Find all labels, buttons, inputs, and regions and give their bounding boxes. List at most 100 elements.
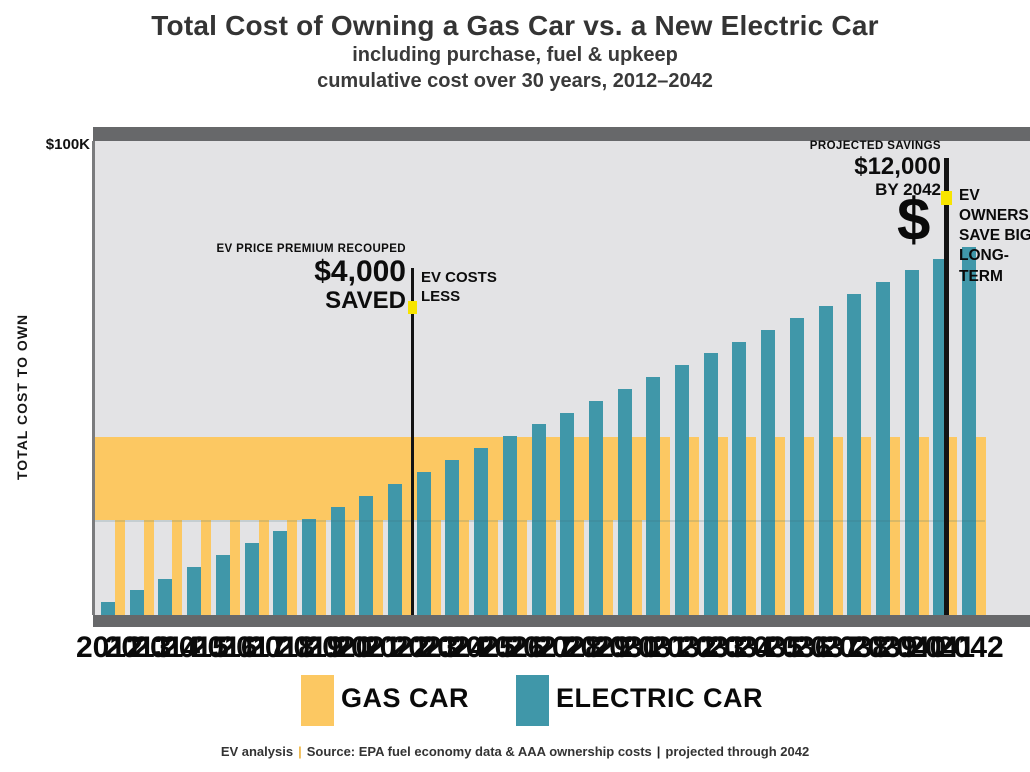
gas-bar — [258, 437, 269, 615]
ev-bar — [933, 258, 948, 615]
x-axis-year-label: 2020 — [305, 631, 373, 664]
gas-bar — [115, 437, 125, 615]
gas-bar — [602, 437, 613, 615]
y-axis-line — [92, 141, 95, 615]
x-axis-year-label: 2023 — [391, 631, 459, 664]
source-seg1: EV analysis — [220, 744, 294, 759]
x-axis-year-label: 2028 — [535, 631, 602, 664]
x-axis-year-label: 2016 — [190, 631, 258, 664]
gas-bar — [143, 437, 154, 615]
x-axis-year-label: 2040 — [879, 631, 947, 664]
ev-bar — [388, 483, 402, 615]
source-line: EV analysis | Source: EPA fuel economy dat… — [0, 744, 1030, 759]
gas-bar — [660, 437, 671, 615]
ev-bar — [187, 566, 202, 615]
x-axis-year-label: 2019 — [276, 631, 344, 664]
projected-marker — [941, 190, 952, 205]
ev-bar — [215, 554, 230, 615]
x-axis-band — [93, 615, 1030, 627]
gas-bar — [574, 437, 585, 615]
gas-bar — [402, 437, 412, 615]
breakeven-subtext: SAVED — [325, 286, 406, 314]
ev-bar — [129, 590, 144, 615]
gas-bar — [459, 437, 470, 615]
gas-bar — [631, 437, 642, 615]
projected-value: $12,000 — [854, 153, 941, 180]
x-axis-year-label: 2013 — [104, 631, 172, 664]
ev-bar — [502, 436, 517, 615]
x-axis-year-label: 2034 — [707, 631, 775, 664]
ev-bar — [244, 542, 259, 615]
x-axis-year-label: 2033 — [678, 631, 746, 664]
gas-bar — [717, 437, 728, 615]
x-axis-year-label: 2042 — [936, 631, 1004, 664]
gas-bar — [516, 437, 527, 615]
breakeven-heading: EV PRICE PREMIUM RECOUPED — [216, 243, 406, 255]
x-axis-year-label: 2029 — [563, 631, 631, 664]
ev-bar — [962, 246, 976, 615]
x-axis-year-label: 2035 — [736, 631, 803, 664]
ev-bar — [531, 424, 546, 615]
gas-bar — [918, 437, 929, 615]
ev-bar — [359, 495, 374, 615]
ev-bar — [416, 471, 431, 615]
ev-bar — [789, 317, 804, 615]
gas-bar — [832, 437, 843, 615]
breakeven-line — [411, 268, 414, 615]
ev-bar — [158, 578, 173, 615]
gas-bar — [344, 437, 355, 615]
breakeven-annotation: EV PRICE PREMIUM RECOUPED $4,000 SAVED — [186, 243, 406, 314]
chart-title: Total Cost of Owning a Gas Car vs. a New… — [151, 10, 879, 41]
projected-side-line2: SAVE BIG — [959, 227, 1030, 245]
plot-top-strip — [93, 127, 1030, 141]
legend-label-electric: ELECTRIC CAR — [556, 683, 763, 713]
x-axis-labels: 2012 2013 2014 2015 2016 2017 2018 2019 2020 2021… — [0, 627, 1030, 671]
projected-side-line3: LONG-TERM — [959, 247, 1009, 285]
x-axis-year-label: 2014 — [133, 631, 201, 664]
legend: GAS CAR ELECTRIC CAR — [0, 673, 1030, 729]
gridline-seam — [95, 520, 985, 522]
ev-bar — [588, 400, 603, 615]
x-axis-year-label: 2038 — [822, 631, 889, 664]
ev-bar — [101, 602, 115, 615]
gas-bar — [746, 437, 757, 615]
y-axis-title: TOTAL COST TO OWN — [14, 313, 30, 480]
source-seg3: projected through 2042 — [665, 744, 810, 759]
x-axis-year-label: 2041 — [908, 631, 976, 664]
gas-bar — [803, 437, 814, 615]
breakeven-marker — [408, 300, 417, 314]
gas-bar — [976, 437, 986, 615]
gas-bar — [315, 437, 326, 615]
breakeven-value: $4,000 — [314, 255, 406, 288]
projected-line — [944, 158, 949, 615]
ev-bar — [732, 341, 747, 615]
gas-bar — [201, 437, 212, 615]
ev-bar — [330, 507, 345, 615]
gas-bar — [488, 437, 499, 615]
gas-bar — [947, 437, 958, 615]
ev-bar — [560, 412, 575, 615]
ev-bar — [761, 329, 776, 615]
gas-bar — [861, 437, 872, 615]
gas-bar — [430, 437, 441, 615]
ev-bar — [273, 531, 288, 615]
projected-side-line1: EV OWNERS — [959, 187, 1029, 225]
breakeven-side-line1: EV COSTS — [421, 269, 497, 286]
ev-bar — [818, 305, 833, 615]
x-axis-year-label: 2026 — [477, 631, 545, 664]
legend-swatch-gas — [301, 675, 334, 726]
source-divider-yellow: | — [298, 744, 302, 759]
x-axis-year-label: 2017 — [219, 631, 287, 664]
breakeven-side-note: EV COSTS LESS — [421, 269, 521, 307]
x-axis-year-label: 2030 — [592, 631, 660, 664]
x-axis-year-label: 2027 — [506, 631, 574, 664]
x-axis-year-label: 2018 — [248, 631, 315, 664]
gas-bar — [373, 437, 384, 615]
gas-bar — [889, 437, 900, 615]
x-axis-year-label: 2015 — [162, 631, 229, 664]
x-axis-year-label: 2032 — [649, 631, 717, 664]
ev-bar — [445, 460, 460, 615]
ev-bar — [301, 519, 316, 615]
gas-bar — [172, 437, 183, 615]
ev-bar — [617, 388, 632, 615]
